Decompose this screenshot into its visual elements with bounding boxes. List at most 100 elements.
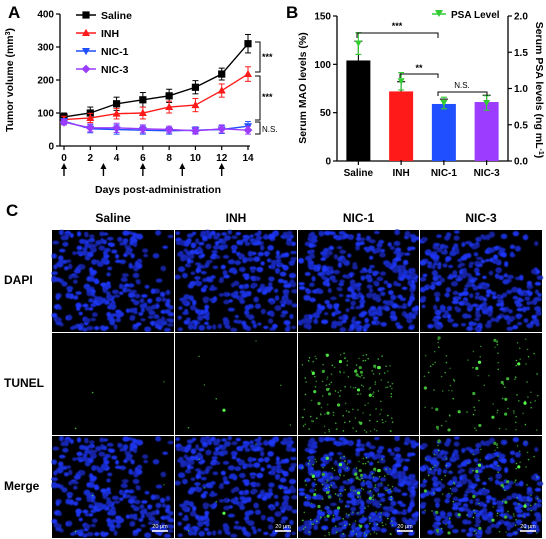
nucleus [144,284,150,289]
nucleus [487,455,494,460]
nucleus [462,267,468,274]
tunel-dot [527,355,530,358]
nucleus [380,497,386,503]
nucleus [150,288,156,295]
nucleus [78,444,86,450]
nucleus [366,284,373,289]
bar-saline [346,60,371,161]
nucleus [181,478,188,485]
nucleus [396,489,402,493]
nucleus [64,232,71,237]
tunel-dot [449,470,451,473]
nucleus [234,314,240,319]
nucleus [178,266,186,273]
nucleus [136,439,144,446]
nucleus [333,475,341,481]
tunel-dot [320,406,323,409]
nucleus [265,286,272,292]
nucleus [455,307,462,313]
nucleus [374,247,382,253]
tunel-dot [474,530,476,532]
nucleus [526,323,534,329]
tunel-dot [383,372,386,374]
tunel-dot [389,468,391,470]
nucleus [257,251,264,257]
tunel-dot [423,478,426,481]
nucleus [446,305,453,311]
nucleus [512,324,519,330]
nucleus [305,318,313,324]
nucleus [124,489,130,494]
nucleus [401,286,408,291]
tunel-dot [467,462,469,464]
nucleus [130,459,135,465]
nucleus [104,284,112,289]
nucleus [300,524,308,530]
tunel-dot [367,460,369,463]
tunel-dot [389,533,392,535]
nucleus [323,436,332,442]
nucleus [212,265,219,270]
nucleus [459,468,466,473]
nucleus [212,440,220,446]
tunel-dot [437,341,439,344]
nucleus [290,256,298,261]
nucleus [275,465,282,469]
tunel-dot [310,399,313,402]
nucleus [268,439,276,445]
nucleus [54,277,62,282]
x-tick-label: NIC-3 [474,168,501,179]
nucleus [204,435,211,442]
nucleus [282,495,290,501]
nucleus [181,272,188,279]
nucleus [338,282,345,287]
nucleus [204,229,211,236]
nucleus [401,264,406,270]
data-point-inh [112,109,121,117]
nucleus [223,291,229,297]
nucleus [514,505,521,511]
nucleus [342,233,350,239]
x-tick-label: 8 [166,153,172,164]
nucleus [222,460,230,465]
nucleus [84,513,90,517]
tunel-dot [474,409,476,411]
nucleus [257,528,262,532]
tunel-dot [452,500,455,503]
nucleus [261,290,268,295]
tunel-dot [457,410,461,414]
tunel-dot [387,414,389,417]
nucleus [57,259,65,265]
tunel-dot [492,403,494,405]
tunel-dot [374,381,377,383]
tunel-dot [325,384,328,387]
nucleus [515,313,523,319]
nucleus [373,436,380,441]
nucleus [421,510,426,515]
nucleus [339,279,345,284]
tunel-dot [304,377,307,379]
nucleus [200,515,205,522]
nucleus [373,230,380,235]
x-tick-label: 4 [114,153,120,164]
nucleus [304,501,311,507]
tunel-dot [429,365,432,367]
nucleus [161,297,167,302]
nucleus [431,470,436,476]
nucleus [253,502,259,509]
nucleus [141,500,148,504]
nucleus [327,303,333,310]
nucleus [243,310,250,316]
tunel-dot [304,393,307,396]
nucleus [453,441,460,447]
nucleus [399,297,407,302]
nucleus [144,532,152,539]
tunel-dot [334,390,337,392]
nucleus [96,240,102,246]
nucleus [475,497,480,502]
tunel-dot [435,407,439,411]
tunel-dot [314,489,317,491]
nucleus [252,448,259,452]
tunel-dot [530,406,533,409]
